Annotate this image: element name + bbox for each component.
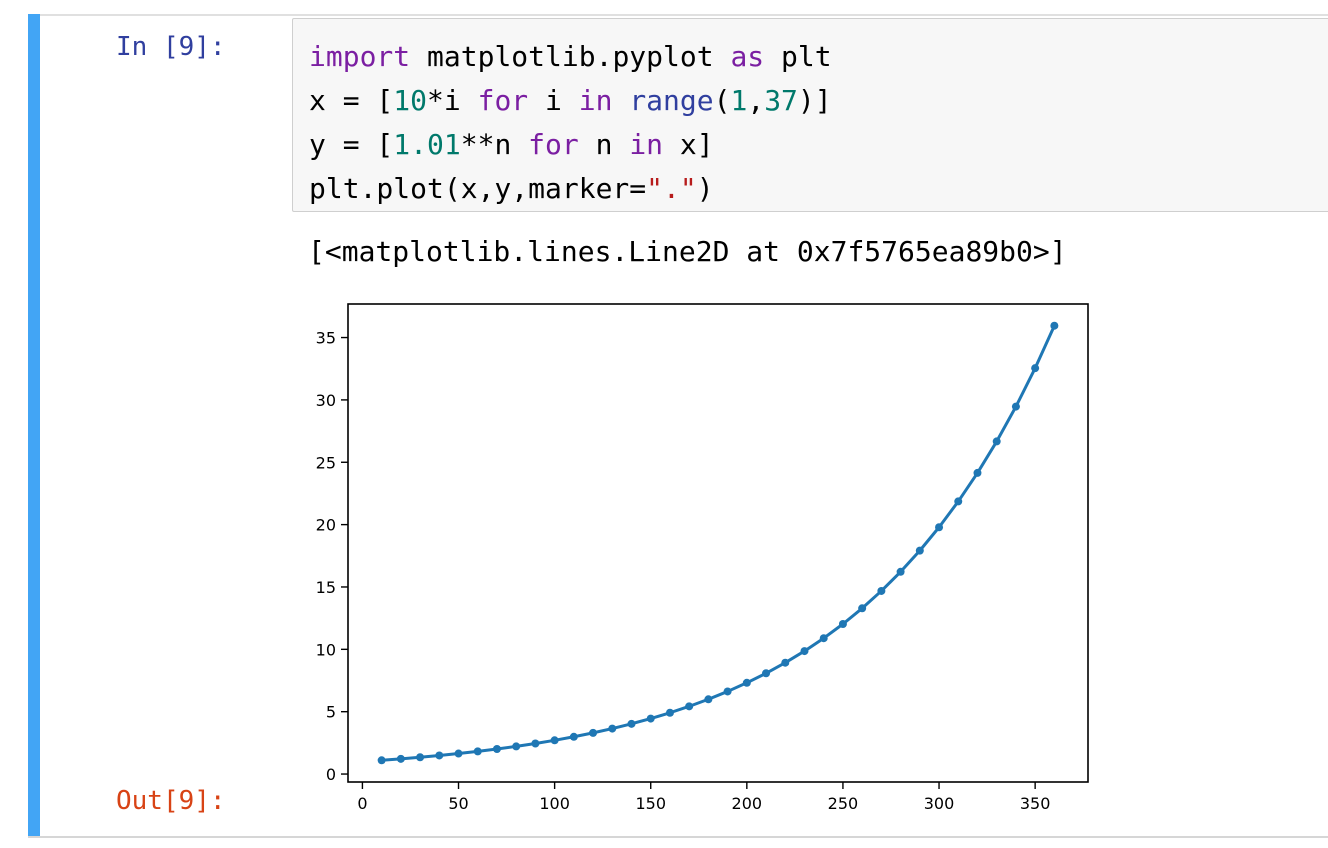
data-point	[416, 753, 425, 762]
data-point	[627, 719, 636, 728]
y-tick-label: 15	[316, 578, 336, 597]
data-point	[762, 669, 771, 678]
code-token: for	[477, 84, 529, 117]
code-cell-input[interactable]: import matplotlib.pyplot as plt x = [10*i…	[292, 18, 1328, 212]
code-token: plt.plot(x,y,marker=	[309, 172, 647, 205]
data-point	[992, 437, 1001, 446]
data-point	[973, 468, 982, 477]
data-point	[435, 751, 444, 760]
code-token: matplotlib.pyplot	[410, 40, 731, 73]
series-line	[380, 324, 1056, 762]
data-point	[819, 634, 828, 643]
data-point	[531, 739, 540, 748]
data-point	[954, 497, 963, 506]
data-point	[473, 747, 482, 756]
y-tick-label: 25	[316, 453, 336, 472]
data-point	[723, 687, 732, 696]
x-tick-label: 100	[539, 794, 570, 813]
data-point	[838, 619, 847, 628]
code-token: as	[730, 40, 765, 73]
data-point	[915, 546, 924, 555]
code-token: range	[629, 84, 714, 117]
axes-frame	[347, 303, 1089, 783]
x-tick-label: 200	[732, 794, 763, 813]
data-point	[492, 745, 501, 754]
x-tick-label: 50	[448, 794, 468, 813]
data-point	[665, 708, 674, 717]
data-point	[589, 728, 598, 737]
code-token: "."	[646, 172, 697, 205]
code-token: plt	[764, 40, 832, 73]
data-point	[646, 714, 655, 723]
code-token: 1	[730, 84, 748, 117]
code-token: i	[528, 84, 579, 117]
input-prompt: In [9]:	[116, 32, 226, 62]
data-point	[1031, 364, 1040, 373]
data-point	[858, 604, 867, 613]
code-token: in	[578, 84, 613, 117]
data-point	[454, 749, 463, 758]
x-tick-label: 300	[924, 794, 955, 813]
output-prompt: Out[9]:	[116, 786, 226, 816]
data-point	[569, 732, 578, 741]
x-tick-label: 0	[357, 794, 367, 813]
data-point	[781, 658, 790, 667]
y-tick-label: 5	[326, 703, 336, 722]
data-point	[608, 724, 617, 733]
code-line: plt.plot(x,y,marker=".")	[309, 167, 832, 211]
y-tick-label: 0	[326, 765, 336, 784]
data-point	[800, 647, 809, 656]
code-token: n	[578, 128, 630, 161]
code-token: **n	[460, 128, 529, 161]
data-point	[512, 742, 521, 751]
data-point	[377, 756, 386, 765]
data-point	[1050, 321, 1059, 330]
cell-bottom-border	[28, 836, 1328, 838]
execute-result-text: [<matplotlib.lines.Line2D at 0x7f5765ea8…	[308, 235, 1067, 268]
y-tick-label: 10	[316, 640, 336, 659]
y-tick-label: 35	[316, 329, 336, 348]
y-tick-label: 20	[316, 516, 336, 535]
data-point	[742, 678, 751, 687]
code-token	[612, 84, 629, 117]
code-token: 1.01	[393, 128, 461, 161]
code-token: )	[696, 172, 714, 205]
code-token: x]	[663, 128, 714, 161]
code-token: import	[309, 40, 411, 73]
data-point	[396, 754, 405, 763]
code-token: *i	[427, 84, 478, 117]
data-point	[704, 695, 713, 704]
code-token: x = [	[309, 84, 394, 117]
y-tick-label: 30	[316, 391, 336, 410]
data-point	[685, 702, 694, 711]
data-point	[935, 523, 944, 532]
code-editor[interactable]: import matplotlib.pyplot as plt x = [10*i…	[309, 35, 832, 211]
selected-cell-indicator	[28, 14, 40, 838]
code-token: 10	[393, 84, 428, 117]
code-line: x = [10*i for i in range(1,37)]	[309, 79, 832, 123]
code-token: )]	[797, 84, 832, 117]
code-token: y = [	[309, 128, 394, 161]
x-tick-label: 350	[1020, 794, 1051, 813]
code-line: y = [1.01**n for n in x]	[309, 123, 832, 167]
matplotlib-figure: 0 50 100 150 200 250 300 350 0 5 10 15 20 25 30 35	[316, 303, 1089, 813]
data-point	[896, 567, 905, 576]
code-token: 37	[764, 84, 798, 117]
cell-top-border	[28, 14, 1328, 16]
data-point	[550, 736, 559, 745]
x-tick-label: 150	[635, 794, 666, 813]
data-point	[877, 586, 886, 595]
code-token: (	[713, 84, 731, 117]
x-tick-label: 250	[828, 794, 859, 813]
code-token: in	[629, 128, 664, 161]
code-token: for	[528, 128, 579, 161]
code-line: import matplotlib.pyplot as plt	[309, 35, 832, 79]
data-point	[1011, 402, 1020, 411]
code-token: ,	[747, 84, 765, 117]
